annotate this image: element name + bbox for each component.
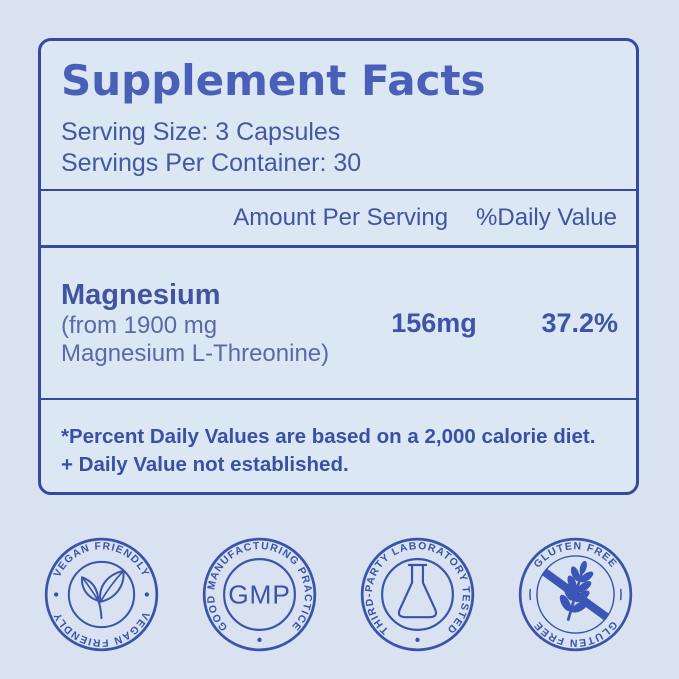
- flask-icon: [397, 563, 438, 619]
- certification-badges-row: VEGAN FRIENDLY VEGAN FRIENDLY GOOD MANUF…: [38, 531, 639, 658]
- footnote-line2: + Daily Value not established.: [61, 453, 349, 476]
- nutrient-name-block: Magnesium (from 1900 mg Magnesium L-Thre…: [61, 278, 361, 368]
- nutrient-amount: 156mg: [391, 307, 477, 338]
- panel-title: Supplement Facts: [61, 56, 486, 105]
- nutrient-row: Magnesium (from 1900 mg Magnesium L-Thre…: [41, 248, 636, 400]
- footnote-section: *Percent Daily Values are based on a 2,0…: [41, 400, 636, 492]
- daily-value-header: %Daily Value: [476, 204, 617, 231]
- servings-per-container-line: Servings Per Container: 30: [61, 149, 362, 177]
- nutrient-name: Magnesium: [61, 279, 221, 311]
- separator-dot: [257, 637, 262, 643]
- no-gluten-wheat-icon: [542, 560, 609, 622]
- supplement-facts-panel: Supplement Facts Serving Size: 3 Capsule…: [38, 38, 639, 495]
- amount-per-serving-header: Amount Per Serving: [233, 204, 449, 231]
- leaf-icon: [80, 569, 125, 620]
- gmp-center-text: GMP: [228, 580, 291, 610]
- vegan-badge-top-text: VEGAN FRIENDLY: [52, 541, 150, 579]
- svg-text:VEGAN FRIENDLY: VEGAN FRIENDLY: [52, 541, 151, 579]
- nutrient-detail-line1: (from 1900 mg: [61, 312, 218, 339]
- lab-tested-badge: THIRD-PARTY LABORATORY TESTED: [360, 537, 475, 652]
- slash-bar: [542, 568, 609, 621]
- nutrient-daily-value: 37.2%: [541, 307, 618, 338]
- separator-dot: [144, 592, 150, 597]
- serving-size-line: Serving Size: 3 Capsules: [61, 118, 341, 146]
- column-header-row: Amount Per Serving %Daily Value: [41, 189, 636, 248]
- panel-header-section: Supplement Facts Serving Size: 3 Capsule…: [41, 41, 636, 189]
- gluten-free-badge: GLUTEN FREE GLUTEN FREE: [518, 537, 633, 652]
- footnote-line1: *Percent Daily Values are based on a 2,0…: [61, 425, 596, 448]
- nutrient-detail-line2: Magnesium L-Threonine): [61, 340, 330, 367]
- separator-dot: [53, 592, 59, 597]
- vegan-friendly-badge: VEGAN FRIENDLY VEGAN FRIENDLY: [44, 537, 159, 652]
- gmp-badge: GOOD MANUFACTURING PRACTICE GMP: [202, 537, 317, 652]
- separator-dot: [415, 637, 420, 643]
